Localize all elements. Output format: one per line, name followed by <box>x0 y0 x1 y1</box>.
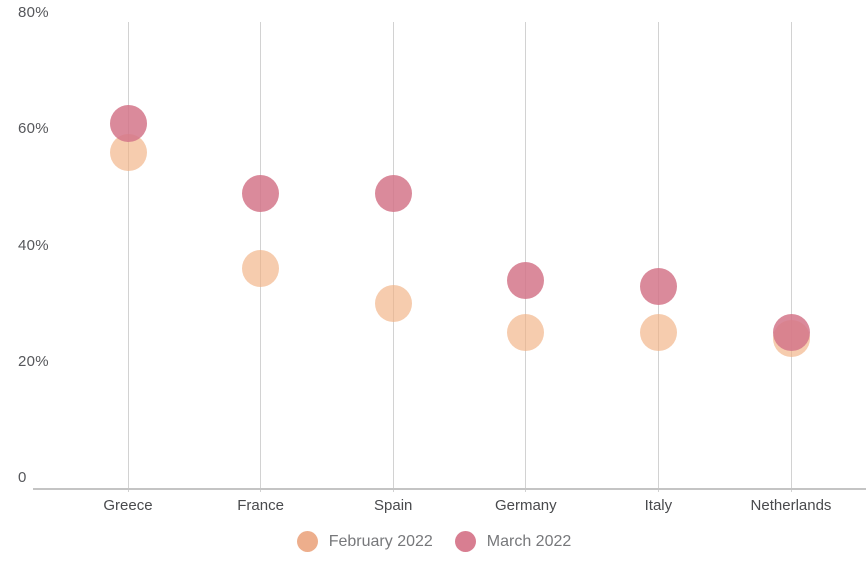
y-axis-label-0: 0 <box>18 469 27 486</box>
data-point-march-2022-greece[interactable] <box>109 104 147 142</box>
gridline-greece <box>127 22 129 492</box>
gridline-spain <box>392 22 394 492</box>
x-axis-label-france: France <box>237 497 284 514</box>
data-point-march-2022-spain[interactable] <box>374 174 412 212</box>
gridline-netherlands <box>790 22 792 492</box>
x-axis-label-italy: Italy <box>644 497 673 514</box>
legend-label: March 2022 <box>486 532 572 550</box>
legend-label: February 2022 <box>328 532 433 550</box>
legend-swatch-icon <box>454 531 476 552</box>
data-point-february-2022-france[interactable] <box>242 250 280 288</box>
data-point-march-2022-france[interactable] <box>242 174 280 212</box>
gridline-italy <box>657 22 659 492</box>
data-point-march-2022-italy[interactable] <box>639 267 677 305</box>
data-point-february-2022-italy[interactable] <box>639 314 677 352</box>
x-axis-label-netherlands: Netherlands <box>750 497 832 514</box>
x-axis-line <box>33 488 866 490</box>
y-axis-label-20: 20% <box>18 352 49 370</box>
legend-item-march-2022[interactable]: March 2022 <box>454 531 572 552</box>
data-point-february-2022-spain[interactable] <box>374 285 412 323</box>
y-axis-label-60: 60% <box>18 120 49 138</box>
y-axis-label-40: 40% <box>18 236 49 254</box>
gridline-germany <box>525 22 527 492</box>
x-axis-label-spain: Spain <box>374 497 413 514</box>
x-axis-label-germany: Germany <box>494 497 557 514</box>
data-point-february-2022-germany[interactable] <box>507 314 545 352</box>
chart-legend: February 2022 March 2022 <box>0 531 868 552</box>
x-axis-label-greece: Greece <box>103 497 153 514</box>
data-point-march-2022-germany[interactable] <box>507 261 545 299</box>
legend-item-february-2022[interactable]: February 2022 <box>296 531 433 552</box>
legend-swatch-icon <box>296 531 318 552</box>
y-axis-label-80: 80% <box>18 4 49 21</box>
data-point-march-2022-netherlands[interactable] <box>772 314 810 352</box>
